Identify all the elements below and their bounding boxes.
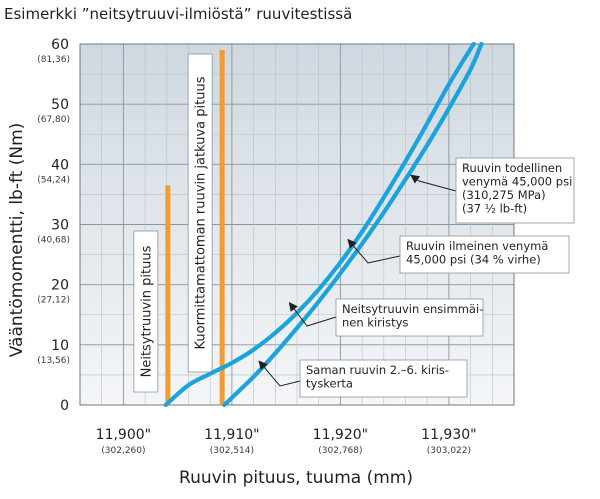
marker-label-box — [133, 230, 159, 393]
y-tick-label: 10 — [51, 338, 69, 354]
marker-label-box — [187, 53, 213, 373]
y-tick-label: 40 — [51, 157, 69, 173]
annotation-text: tyskerta — [306, 377, 353, 391]
plot-frame — [79, 43, 515, 406]
y-tick-label: 20 — [51, 278, 69, 294]
y-tick-sublabel: (54,24) — [37, 175, 70, 185]
y-tick-label: 60 — [51, 37, 69, 53]
chart-title: Esimerkki ”neitsytruuvi-ilmiöstä” ruuvit… — [4, 5, 352, 23]
y-tick-sublabel: (81,36) — [37, 55, 70, 65]
y-tick-sublabel: (13,56) — [37, 356, 70, 366]
annotation-text: (37 ½ lb-ft) — [462, 202, 527, 216]
x-tick-label: 11,920" — [313, 427, 368, 443]
annotation-text: (310,275 MPa) — [462, 188, 546, 202]
x-tick-label: 11,900" — [96, 427, 151, 443]
annotation-text: Ruuvin ilmeinen venymä — [406, 239, 548, 253]
annotation-text: 45,000 psi (34 % virhe) — [406, 253, 541, 267]
annotation-text: nen kiristys — [342, 316, 408, 330]
x-axis-label: Ruuvin pituus, tuuma (mm) — [179, 468, 413, 488]
axis-ticks: 0 10 (13,56) 20 (27,12) 30 (40,68) 40 (54,24) 50 (… — [37, 37, 476, 456]
marker-bars: Neitsytruuvin pituus Kuormittamattoman ru… — [133, 50, 225, 405]
x-tick-sublabel: (303,022) — [427, 446, 471, 456]
y-tick-sublabel: (27,12) — [37, 296, 70, 306]
annotation-text: venymä 45,000 psi — [462, 175, 572, 189]
x-tick-sublabel: (302,514) — [210, 446, 254, 456]
x-tick-sublabel: (302,768) — [318, 446, 362, 456]
annotation-box — [299, 359, 468, 398]
series-line — [222, 41, 484, 408]
y-axis-label: Vääntömomentti, lb-ft (Nm) — [7, 123, 27, 358]
y-tick-sublabel: (40,68) — [37, 236, 70, 246]
annotation-arrow — [410, 174, 457, 192]
series-lines — [163, 41, 484, 408]
x-tick-label: 11,930" — [421, 427, 476, 443]
annotation-text: Neitsytruuvin ensimmäi- — [342, 302, 483, 316]
y-tick-label: 0 — [60, 398, 69, 414]
y-tick-label: 30 — [51, 218, 69, 234]
annotation-box — [455, 157, 575, 224]
y-tick-sublabel: (67,80) — [37, 115, 70, 125]
annotation-arrow — [258, 360, 301, 387]
annotation-text: Saman ruuvin 2.–6. kiris- — [306, 363, 449, 377]
x-tick-label: 11,910" — [204, 427, 259, 443]
annotation-arrow — [347, 238, 401, 264]
series-line — [163, 41, 476, 408]
marker-label: Neitsytruuvin pituus — [139, 245, 154, 377]
annotation-box — [335, 298, 484, 337]
annotation-arrow — [288, 301, 337, 327]
x-tick-sublabel: (302,260) — [101, 446, 145, 456]
marker-label: Kuormittamattoman ruuvin jatkuva pituus — [194, 76, 209, 349]
annotation-text: Ruuvin todellinen — [462, 161, 562, 175]
annotation-box — [399, 235, 570, 274]
y-tick-label: 50 — [51, 97, 69, 113]
